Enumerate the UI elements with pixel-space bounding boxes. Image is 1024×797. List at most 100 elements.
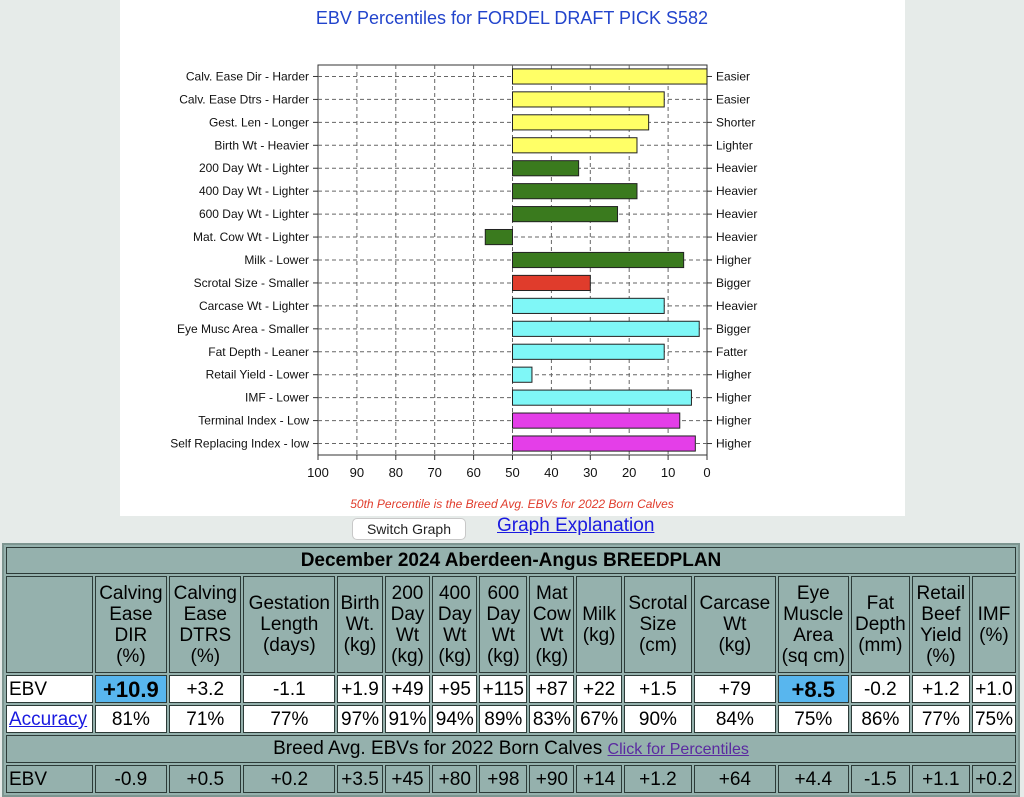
x-tick-label: 30 xyxy=(583,465,597,480)
ebv-value-cell: +1.2 xyxy=(911,675,970,703)
x-tick-label: 20 xyxy=(622,465,636,480)
column-header-line: Wt xyxy=(443,624,467,646)
accuracy-value-cell: 84% xyxy=(694,705,776,733)
bar xyxy=(512,389,692,406)
chart-panel: EBV Percentiles for FORDEL DRAFT PICK S5… xyxy=(120,0,905,516)
accuracy-value-cell: 75% xyxy=(971,705,1016,733)
ebv-value-cell: +87 xyxy=(529,675,575,703)
column-header-line: Area xyxy=(793,624,834,646)
breed-avg-row: EBV -0.9 +0.5 +0.2 +3.5 +45 +80 +98 +90 +14 +1.2 +… xyxy=(6,765,1016,793)
breed-avg-value-cell: +0.2 xyxy=(243,765,336,793)
accuracy-value-cell: 94% xyxy=(432,705,478,733)
breed-avg-value-cell: +14 xyxy=(576,765,622,793)
ebv-value-cell: +22 xyxy=(576,675,622,703)
ebv-value-cell: +49 xyxy=(384,675,431,703)
accuracy-value-cell: 71% xyxy=(169,705,242,733)
switch-graph-button[interactable]: Switch Graph xyxy=(352,518,466,540)
category-label-left: Retail Yield - Lower xyxy=(206,368,309,382)
ebv-row-label: EBV xyxy=(6,675,93,703)
column-header-line: Calving xyxy=(99,582,163,604)
column-header-line: Ease xyxy=(183,603,227,625)
ebv-value-cell: +79 xyxy=(694,675,776,703)
column-header-line: (%) xyxy=(979,624,1009,646)
column-header-line: DIR xyxy=(114,624,148,646)
category-label-right: Higher xyxy=(716,253,751,267)
column-header-line: Wt xyxy=(395,624,420,646)
ebv-value-cell: +3.2 xyxy=(169,675,242,703)
bar xyxy=(512,251,685,269)
graph-explanation-link[interactable]: Graph Explanation xyxy=(497,515,655,536)
category-label-left: 600 Day Wt - Lighter xyxy=(199,207,309,221)
column-header-line: Milk xyxy=(582,603,617,625)
x-tick-label: 10 xyxy=(661,465,675,480)
accuracy-value-cell: 67% xyxy=(576,705,622,733)
breed-avg-value-cell: -1.5 xyxy=(850,765,910,793)
category-label-left: Gest. Len - Longer xyxy=(209,115,309,129)
category-label-left: Birth Wt - Heavier xyxy=(214,138,309,152)
breed-avg-value-cell: +3.5 xyxy=(337,765,383,793)
x-tick-label: 80 xyxy=(389,465,403,480)
x-tick-label: 60 xyxy=(466,465,480,480)
bar xyxy=(512,183,638,200)
category-label-left: Terminal Index - Low xyxy=(198,414,309,428)
column-header-line: (mm) xyxy=(858,635,903,656)
breed-avg-value-cell: +64 xyxy=(694,765,776,793)
category-label-left: 400 Day Wt - Lighter xyxy=(199,184,309,198)
bar xyxy=(512,412,681,429)
category-label-left: Fat Depth - Leaner xyxy=(208,345,309,359)
ebv-value-cell: +8.5 xyxy=(777,675,849,703)
x-tick-label: 90 xyxy=(350,465,364,480)
category-label-right: Shorter xyxy=(716,115,755,129)
accuracy-row: Accuracy 81% 71% 77% 97% 91% 94% 89% 83% 67% 90% 8… xyxy=(6,705,1016,733)
column-header: 200 Day Wt (kg) xyxy=(384,576,431,673)
category-label-right: Heavier xyxy=(716,184,757,198)
accuracy-value-cell: 89% xyxy=(479,705,528,733)
category-label-left: Carcase Wt - Lighter xyxy=(199,299,309,313)
column-header-line: 600 xyxy=(487,582,520,604)
accuracy-value-cell: 75% xyxy=(777,705,849,733)
column-header: Calving Ease DTRS (%) xyxy=(169,576,242,673)
column-header-line: DTRS xyxy=(179,624,232,646)
category-label-right: Lighter xyxy=(716,138,753,152)
category-label-left: Eye Musc Area - Smaller xyxy=(177,322,309,336)
bar xyxy=(512,297,665,314)
bar xyxy=(512,114,650,131)
breed-avg-value-cell: +90 xyxy=(529,765,575,793)
column-header-line: Mat xyxy=(535,582,568,604)
column-header-line: (%) xyxy=(926,645,956,667)
bar xyxy=(512,343,665,360)
breed-avg-value-cell: +45 xyxy=(384,765,431,793)
accuracy-value-cell: 90% xyxy=(623,705,693,733)
column-header-line: Yield xyxy=(920,624,962,646)
click-for-percentiles-link[interactable]: Click for Percentiles xyxy=(607,741,749,758)
column-header-line: Wt xyxy=(540,624,564,646)
bar xyxy=(512,160,580,177)
category-label-right: Easier xyxy=(716,69,750,83)
table-title: December 2024 Aberdeen-Angus BREEDPLAN xyxy=(6,547,1016,574)
ebv-value-cell: +1.0 xyxy=(971,675,1016,703)
column-header-line: Day xyxy=(486,603,521,625)
accuracy-row-label[interactable]: Accuracy xyxy=(6,705,93,733)
ebv-value-cell: +115 xyxy=(479,675,528,703)
accuracy-link[interactable]: Accuracy xyxy=(9,708,88,730)
breed-avg-value-cell: +0.2 xyxy=(971,765,1016,793)
breedplan-table: December 2024 Aberdeen-Angus BREEDPLAN C… xyxy=(2,543,1020,797)
category-label-left: IMF - Lower xyxy=(245,391,309,405)
x-tick-label: 50 xyxy=(505,465,519,480)
breed-avg-value-cell: +80 xyxy=(432,765,478,793)
accuracy-value-cell: 97% xyxy=(337,705,383,733)
column-header-line: Ease xyxy=(109,603,153,625)
column-header-line: (kg) xyxy=(718,635,752,656)
bar xyxy=(512,435,696,452)
column-header: Fat Depth (mm) xyxy=(850,576,910,673)
accuracy-value-cell: 91% xyxy=(384,705,431,733)
column-header-line: 200 xyxy=(391,582,424,604)
percentile-chart: EBV Percentiles for FORDEL DRAFT PICK S5… xyxy=(170,8,757,511)
column-header-line: Birth xyxy=(340,593,380,614)
column-header-line: Scrotal xyxy=(628,593,688,614)
x-tick-label: 70 xyxy=(427,465,441,480)
bar xyxy=(512,274,591,292)
category-label-left: Self Replacing Index - low xyxy=(170,437,309,451)
column-header-line: (kg) xyxy=(582,624,616,646)
column-header: Carcase Wt (kg) xyxy=(694,576,776,673)
